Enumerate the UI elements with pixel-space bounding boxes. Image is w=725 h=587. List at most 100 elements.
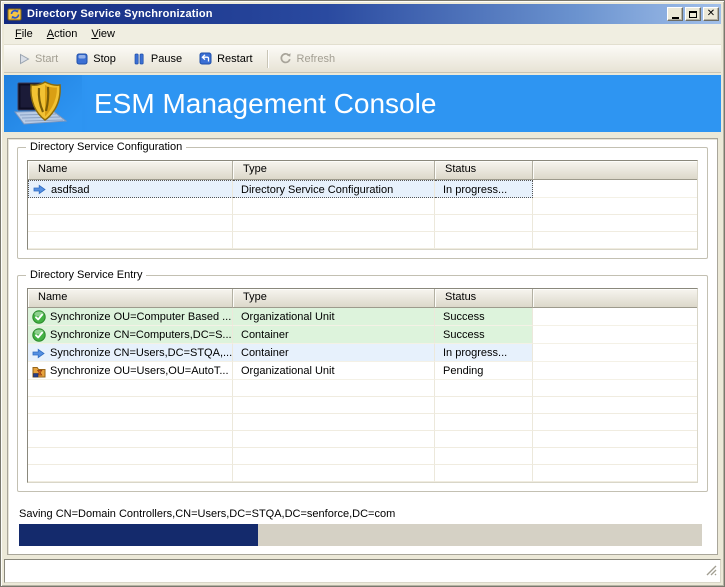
empty-cell xyxy=(28,397,233,414)
column-header-blank[interactable] xyxy=(533,289,697,308)
menu-view[interactable]: View xyxy=(91,28,115,40)
status-bar xyxy=(4,559,721,583)
column-header-name[interactable]: Name xyxy=(28,289,233,308)
titlebar[interactable]: Directory Service Synchronization ✕ xyxy=(4,4,721,24)
toolbar-stop-button[interactable]: Stop xyxy=(68,48,126,69)
empty-cell xyxy=(233,198,435,215)
cell-status: In progress... xyxy=(435,180,533,198)
empty-cell xyxy=(533,414,697,431)
empty-cell xyxy=(233,414,435,431)
row-name-text: asdfsad xyxy=(51,183,90,196)
menu-action[interactable]: Action xyxy=(46,28,78,40)
empty-cell xyxy=(533,215,697,232)
directory-service-configuration-group: Directory Service Configuration Name Type… xyxy=(17,141,708,259)
toolbar-refresh-button[interactable]: Refresh xyxy=(272,48,346,69)
configuration-table: Name Type Status asdfsad Directory Service C… xyxy=(27,160,698,250)
empty-table-row xyxy=(28,448,697,465)
minimize-icon[interactable] xyxy=(667,7,683,21)
empty-cell xyxy=(233,380,435,397)
directory-service-entry-group: Directory Service Entry Name Type Status Sy… xyxy=(17,269,708,492)
empty-cell xyxy=(28,465,233,482)
empty-cell xyxy=(28,215,233,232)
cell-filler xyxy=(533,326,697,344)
cell-type: Organizational Unit xyxy=(233,362,435,380)
column-header-status[interactable]: Status xyxy=(435,289,533,308)
row-name-text: Synchronize CN=Computers,DC=S... xyxy=(50,329,232,341)
column-header-name[interactable]: Name xyxy=(28,161,233,180)
toolbar-button-label: Refresh xyxy=(296,52,336,65)
cell-status: In progress... xyxy=(435,344,533,362)
empty-cell xyxy=(533,465,697,482)
close-icon[interactable]: ✕ xyxy=(703,7,719,21)
progress-fill xyxy=(19,524,259,546)
cell-filler xyxy=(533,180,697,198)
empty-cell xyxy=(28,380,233,397)
column-header-type[interactable]: Type xyxy=(233,161,435,180)
empty-table-row xyxy=(28,380,697,397)
menubar: File Action View xyxy=(4,24,721,45)
toolbar: Start Stop Pause Restart Refresh xyxy=(4,45,721,73)
table-row[interactable]: Synchronize CN=Users,DC=STQA,... Containe… xyxy=(28,344,697,362)
row-name-text: Synchronize CN=Users,DC=STQA,... xyxy=(50,347,233,359)
window-title: Directory Service Synchronization xyxy=(27,8,213,20)
sync-app-icon xyxy=(7,6,23,22)
cell-type: Directory Service Configuration xyxy=(233,180,435,198)
empty-cell xyxy=(435,448,533,465)
empty-cell xyxy=(533,448,697,465)
cell-type: Container xyxy=(233,344,435,362)
toolbar-restart-button[interactable]: Restart xyxy=(192,48,262,69)
table-row[interactable]: Synchronize OU=Computer Based ... Organiz… xyxy=(28,308,697,326)
cell-filler xyxy=(533,362,697,380)
cell-type: Organizational Unit xyxy=(233,308,435,326)
cell-filler xyxy=(533,344,697,362)
toolbar-start-button[interactable]: Start xyxy=(10,48,68,69)
column-header-type[interactable]: Type xyxy=(233,289,435,308)
table-row[interactable]: Synchronize OU=Users,OU=AutoT... Organiza… xyxy=(28,362,697,380)
toolbar-button-label: Stop xyxy=(93,52,116,65)
configuration-group-title: Directory Service Configuration xyxy=(26,141,187,153)
stop-icon xyxy=(75,52,88,65)
entry-table: Name Type Status Synchronize OU=Computer Ba… xyxy=(27,288,698,483)
refresh-icon xyxy=(279,52,292,65)
column-header-blank[interactable] xyxy=(533,161,697,180)
entry-group-title: Directory Service Entry xyxy=(26,269,147,281)
empty-cell xyxy=(233,397,435,414)
maximize-icon[interactable] xyxy=(685,7,701,21)
table-header-row: Name Type Status xyxy=(28,161,697,180)
cell-status: Success xyxy=(435,308,533,326)
esm-console-icon xyxy=(4,75,82,132)
banner-title: ESM Management Console xyxy=(94,87,437,119)
cell-type: Container xyxy=(233,326,435,344)
empty-cell xyxy=(435,397,533,414)
toolbar-pause-button[interactable]: Pause xyxy=(126,48,192,69)
empty-cell xyxy=(533,431,697,448)
status-message: Saving CN=Domain Controllers,CN=Users,DC… xyxy=(19,508,396,520)
progress-bar xyxy=(19,524,702,546)
success-check-icon xyxy=(31,328,46,342)
pending-task-icon xyxy=(31,364,46,378)
empty-table-row xyxy=(28,232,697,249)
empty-cell xyxy=(435,465,533,482)
toolbar-button-label: Restart xyxy=(217,52,253,65)
empty-table-row xyxy=(28,465,697,482)
table-row[interactable]: asdfsad Directory Service Configuration In… xyxy=(28,180,697,198)
empty-cell xyxy=(533,198,697,215)
menu-file[interactable]: File xyxy=(15,28,33,40)
empty-cell xyxy=(28,431,233,448)
empty-cell xyxy=(435,198,533,215)
column-header-status[interactable]: Status xyxy=(435,161,533,180)
resize-grip-icon[interactable] xyxy=(705,564,718,580)
success-check-icon xyxy=(31,310,46,324)
empty-cell xyxy=(233,232,435,249)
cell-name: Synchronize CN=Computers,DC=S... xyxy=(28,326,233,344)
empty-cell xyxy=(233,215,435,232)
empty-table-row xyxy=(28,414,697,431)
empty-cell xyxy=(28,414,233,431)
empty-cell xyxy=(435,215,533,232)
empty-table-row xyxy=(28,431,697,448)
cell-status: Pending xyxy=(435,362,533,380)
empty-table-row xyxy=(28,215,697,232)
empty-cell xyxy=(435,232,533,249)
table-row[interactable]: Synchronize CN=Computers,DC=S... Containe… xyxy=(28,326,697,344)
